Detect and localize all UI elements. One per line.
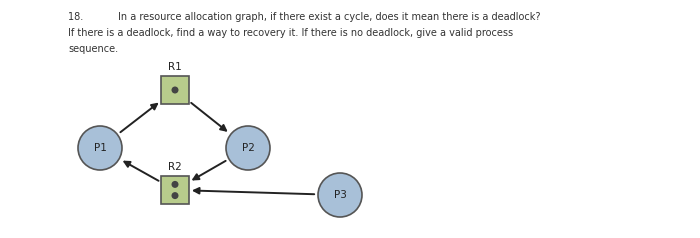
Text: If there is a deadlock, find a way to recovery it. If there is no deadlock, give: If there is a deadlock, find a way to re… [68,28,513,38]
Text: R1: R1 [168,62,182,72]
Text: 18.         In a resource allocation graph, if there exist a cycle, does it mean: 18. In a resource allocation graph, if t… [68,12,540,22]
Circle shape [226,126,270,170]
Circle shape [172,192,178,199]
Text: P3: P3 [334,190,346,200]
FancyBboxPatch shape [161,76,189,104]
Text: sequence.: sequence. [68,44,118,54]
Circle shape [172,181,178,188]
Circle shape [318,173,362,217]
Text: P1: P1 [94,143,106,153]
Circle shape [78,126,122,170]
Circle shape [172,86,178,94]
FancyBboxPatch shape [161,176,189,204]
Text: P2: P2 [241,143,254,153]
Text: R2: R2 [168,162,182,172]
